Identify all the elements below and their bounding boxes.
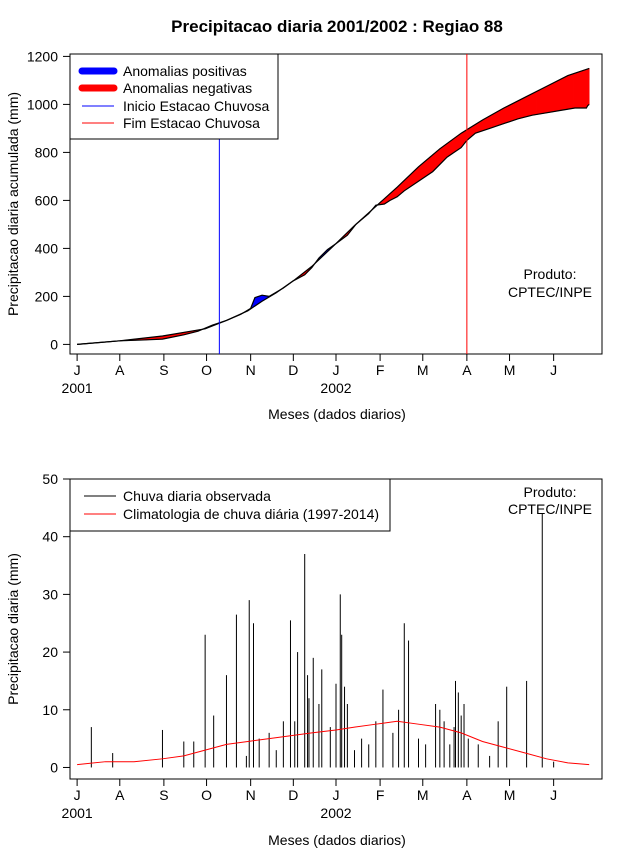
y-tick-label-top: 800 [35,144,59,160]
legend-top: Anomalias positivas Anomalias negativas … [69,53,279,140]
climatology-daily-line [77,720,590,766]
year-label-bottom: 2002 [320,805,351,821]
daily-bars [90,513,555,768]
x-tick-label-top: M [504,362,516,378]
climatology-line [77,720,590,766]
x-tick-label-top: M [417,362,429,378]
x-tick-label-bottom: A [462,787,472,803]
legend-label-climatology: Climatologia de chuva diária (1997-2014) [123,506,379,522]
y-axis-label-bottom: Precipitacao diaria (mm) [5,553,21,705]
y-axis-bottom: 0 10 20 30 40 50 [42,471,70,775]
y-tick-label-bottom: 40 [42,529,58,545]
x-tick-label-bottom: D [288,787,298,803]
year-label-top: 2001 [62,380,93,396]
y-tick-label-top: 400 [35,240,59,256]
y-tick-label-bottom: 50 [42,471,58,487]
x-tick-label-bottom: A [115,787,125,803]
x-axis-label-bottom: Meses (dados diarios) [268,832,406,848]
y-tick-label-top: 600 [35,192,59,208]
y-axis-top: 0 200 400 600 800 1000 1200 [27,48,70,352]
legend-label-season-end: Fim Estacao Chuvosa [123,115,260,131]
x-tick-label-top: J [550,362,557,378]
x-tick-label-top: A [115,362,125,378]
observed-cumulative-line [77,103,590,345]
x-tick-label-top: J [74,362,81,378]
x-axis-bottom: J A S O N D J F M A M J 2001 2002 [62,779,557,821]
y-tick-label-bottom: 20 [42,644,58,660]
year-label-top: 2002 [320,380,351,396]
y-tick-label-top: 1200 [27,48,58,64]
x-tick-label-top: D [288,362,298,378]
legend-box-bottom [69,478,391,532]
legend-label-observed: Chuva diaria observada [123,488,271,504]
x-tick-label-bottom: J [550,787,557,803]
x-tick-label-top: S [159,362,168,378]
legend-label-season-start: Inicio Estacao Chuvosa [123,98,270,114]
x-tick-label-top: N [246,362,256,378]
x-axis-label-top: Meses (dados diarios) [268,406,406,422]
legend-label-positive: Anomalias positivas [123,63,247,79]
x-tick-label-bottom: J [333,787,340,803]
year-label-bottom: 2001 [62,805,93,821]
x-tick-label-top: O [201,362,212,378]
x-tick-label-bottom: S [159,787,168,803]
x-tick-label-bottom: N [246,787,256,803]
y-tick-label-top: 200 [35,288,59,304]
x-tick-label-bottom: F [376,787,385,803]
x-tick-label-top: F [376,362,385,378]
annotation-produto-bottom: Produto: [524,484,577,500]
legend-label-negative: Anomalias negativas [123,80,252,96]
annotation-cptec-bottom: CPTEC/INPE [508,501,592,517]
y-axis-label-top: Precipitacao diaria acumulada (mm) [5,92,21,316]
x-tick-label-bottom: O [201,787,212,803]
cumulative-chart: 0 200 400 600 800 1000 1200 J A S O N D J F M A M J 2001 20… [5,48,603,422]
y-tick-label-bottom: 0 [50,759,58,775]
chart-title: Precipitacao diaria 2001/2002 : Regiao 8… [171,17,503,36]
annotation-produto-top: Produto: [524,266,577,282]
annotation-cptec-top: CPTEC/INPE [508,284,592,300]
y-tick-label-top: 0 [50,336,58,352]
y-tick-label-bottom: 10 [42,702,58,718]
x-tick-label-bottom: M [504,787,516,803]
legend-bottom: Chuva diaria observada Climatologia de c… [69,478,391,532]
x-tick-label-bottom: M [417,787,429,803]
x-tick-label-bottom: J [74,787,81,803]
y-tick-label-top: 1000 [27,96,58,112]
x-tick-label-top: A [462,362,472,378]
anomaly-segment [587,67,590,107]
x-axis-top: J A S O N D J F M A M J 2001 2002 [62,354,557,396]
daily-chart: 0 10 20 30 40 50 J A S O N D J F M A M J 2001 2002 Meses (… [5,471,603,848]
x-tick-label-top: J [333,362,340,378]
y-tick-label-bottom: 30 [42,586,58,602]
